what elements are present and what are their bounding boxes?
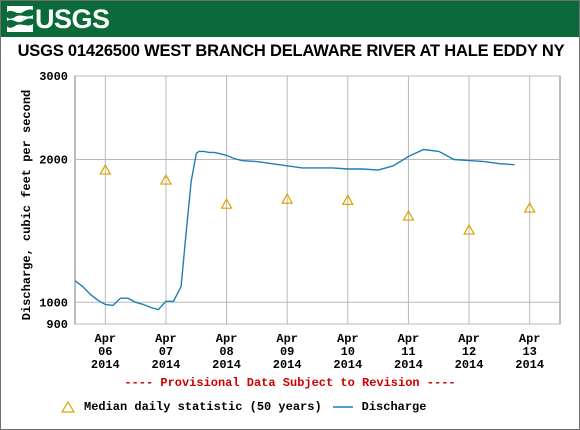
median-marker bbox=[402, 209, 415, 221]
x-tick-label: Apr bbox=[337, 332, 359, 346]
x-tick-label: 2014 bbox=[455, 358, 484, 372]
median-marker bbox=[523, 201, 536, 213]
x-tick-label: 10 bbox=[341, 345, 355, 359]
x-tick-label: 09 bbox=[280, 345, 294, 359]
plot-area bbox=[74, 75, 561, 325]
x-tick-label: Apr bbox=[216, 332, 238, 346]
x-tick-label: 2014 bbox=[515, 358, 544, 372]
legend-label-discharge: Discharge bbox=[361, 400, 427, 414]
median-marker bbox=[159, 173, 172, 185]
x-tick-label: 2014 bbox=[333, 358, 362, 372]
y-tick-label: 1000 bbox=[39, 296, 68, 310]
legend-item-discharge: Discharge bbox=[332, 400, 427, 414]
x-tick-label: 13 bbox=[522, 345, 536, 359]
x-tick-label: Apr bbox=[155, 332, 177, 346]
median-marker bbox=[99, 163, 112, 175]
x-tick-label: Apr bbox=[519, 332, 541, 346]
logo-text: USGS bbox=[35, 4, 110, 34]
median-marker bbox=[341, 194, 354, 205]
y-tick-label: 900 bbox=[46, 318, 68, 332]
discharge-line bbox=[74, 148, 515, 311]
series-layer bbox=[74, 148, 536, 311]
chart-title: USGS 01426500 WEST BRANCH DELAWARE RIVER… bbox=[17, 42, 565, 60]
x-tick-label: 2014 bbox=[212, 358, 241, 372]
x-tick-label: 2014 bbox=[91, 358, 120, 372]
x-tick-label: Apr bbox=[398, 332, 420, 346]
x-tick-label: Apr bbox=[458, 332, 480, 346]
header-bar: USGS bbox=[1, 1, 579, 37]
x-tick-label: 06 bbox=[98, 345, 112, 359]
legend: Median daily statistic (50 years) Discha… bbox=[60, 400, 436, 414]
x-tick-label: 12 bbox=[462, 345, 476, 359]
x-tick-label: Apr bbox=[276, 332, 298, 346]
x-tick-label: 07 bbox=[159, 345, 173, 359]
y-axis-label: Discharge, cubic feet per second bbox=[20, 90, 34, 320]
usgs-wave-icon bbox=[7, 6, 33, 32]
triangle-icon bbox=[60, 400, 76, 413]
x-tick-label: 11 bbox=[401, 345, 415, 359]
provisional-note: ---- Provisional Data Subject to Revisio… bbox=[124, 376, 456, 390]
x-tick-label: 2014 bbox=[152, 358, 181, 372]
x-tick-label: 2014 bbox=[273, 358, 302, 372]
usgs-logo[interactable]: USGS bbox=[7, 5, 110, 33]
median-marker bbox=[220, 197, 233, 209]
plot-border bbox=[74, 75, 561, 325]
y-tick-label: 2000 bbox=[39, 154, 68, 168]
x-tick-labels: Apr062014Apr072014Apr082014Apr092014Apr1… bbox=[91, 332, 544, 372]
median-marker bbox=[281, 192, 294, 204]
legend-label-median: Median daily statistic (50 years) bbox=[84, 400, 322, 414]
legend-item-median: Median daily statistic (50 years) bbox=[60, 400, 322, 414]
x-tick-label: 08 bbox=[219, 345, 233, 359]
x-tick-label: Apr bbox=[95, 332, 117, 346]
y-tick-labels: 3000 2000 1000 900 bbox=[39, 70, 68, 332]
median-marker bbox=[463, 223, 476, 235]
x-tick-label: 2014 bbox=[394, 358, 423, 372]
y-tick-label: 3000 bbox=[39, 70, 68, 84]
grid-lines bbox=[75, 75, 560, 325]
line-icon bbox=[332, 406, 353, 408]
